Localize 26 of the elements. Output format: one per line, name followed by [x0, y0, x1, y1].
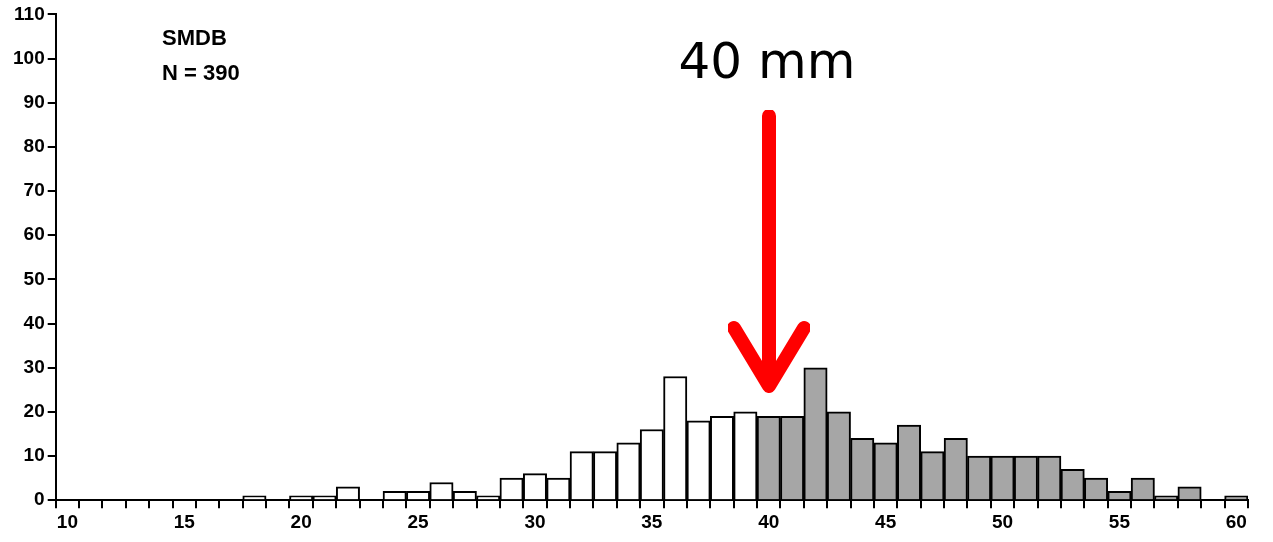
x-tick-label: 50 [991, 510, 1014, 532]
x-tick-label: 20 [290, 510, 312, 532]
y-tick-label: 90 [23, 90, 45, 112]
annotation: N = 390 [162, 60, 240, 85]
y-tick-label: 70 [23, 179, 45, 201]
x-tick-label: 45 [875, 510, 897, 532]
x-tick-label: 60 [1225, 510, 1247, 532]
x-tick-label: 15 [173, 510, 196, 532]
y-tick-label: 10 [23, 444, 45, 466]
y-tick-label: 80 [23, 135, 45, 157]
y-tick-label: 20 [23, 400, 45, 422]
y-tick-label: 60 [23, 223, 45, 245]
x-tick-label: 55 [1108, 510, 1131, 532]
y-tick-label: 100 [13, 46, 45, 68]
y-tick-label: 40 [23, 311, 45, 333]
x-tick-label: 25 [407, 510, 430, 532]
y-tick-label: 50 [23, 267, 45, 289]
annotation: SMDB [162, 25, 227, 50]
y-tick-label: 30 [23, 355, 45, 377]
annotation: 40 mm [678, 32, 856, 90]
x-tick-label: 35 [641, 510, 663, 532]
x-tick-label: 40 [758, 510, 780, 532]
y-tick-label: 110 [14, 2, 45, 24]
x-tick-label: 10 [56, 510, 78, 532]
y-tick-label: 0 [34, 488, 45, 510]
x-tick-label: 30 [524, 510, 546, 532]
